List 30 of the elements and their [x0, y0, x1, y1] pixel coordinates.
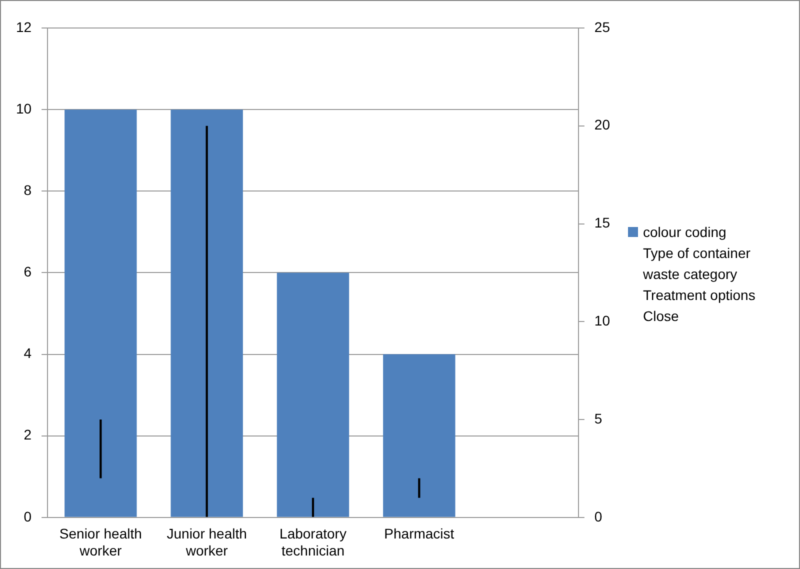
y2-tick-label: 15: [594, 214, 610, 231]
x-tick-label: Pharmacist: [384, 526, 454, 542]
bar: [418, 478, 420, 498]
bar: [276, 272, 350, 517]
y-tick-label: 12: [16, 18, 32, 35]
y2-tick-label: 0: [594, 508, 602, 524]
y-tick-label: 6: [24, 264, 32, 280]
bar: [312, 498, 314, 517]
text: Treatment options: [643, 287, 756, 303]
bar: [170, 110, 243, 517]
y2-tick-label: 20: [594, 116, 610, 133]
y-tick-label: 8: [24, 182, 32, 198]
y-tick-label: 4: [24, 345, 32, 362]
y2-tick-label: 25: [594, 18, 610, 35]
bar: [100, 420, 102, 478]
text: waste category: [643, 266, 738, 282]
y-tick-label: 0: [24, 508, 32, 524]
legend-label: colour coding: [643, 224, 726, 240]
x-tick-label: Laboratory technician: [280, 526, 346, 558]
bar: [206, 126, 208, 517]
y-tick-label: 2: [24, 426, 32, 443]
y2-tick-label: 5: [594, 410, 602, 426]
text: Close: [643, 308, 679, 324]
y-tick-label: 10: [16, 100, 32, 116]
y2-tick-label: 10: [594, 312, 610, 328]
bar: [64, 110, 137, 517]
x-tick-label: Senior health worker: [59, 526, 142, 558]
text: Type of container: [643, 245, 750, 261]
bar: [383, 354, 456, 517]
x-tick-label: Junior health worker: [166, 526, 247, 558]
